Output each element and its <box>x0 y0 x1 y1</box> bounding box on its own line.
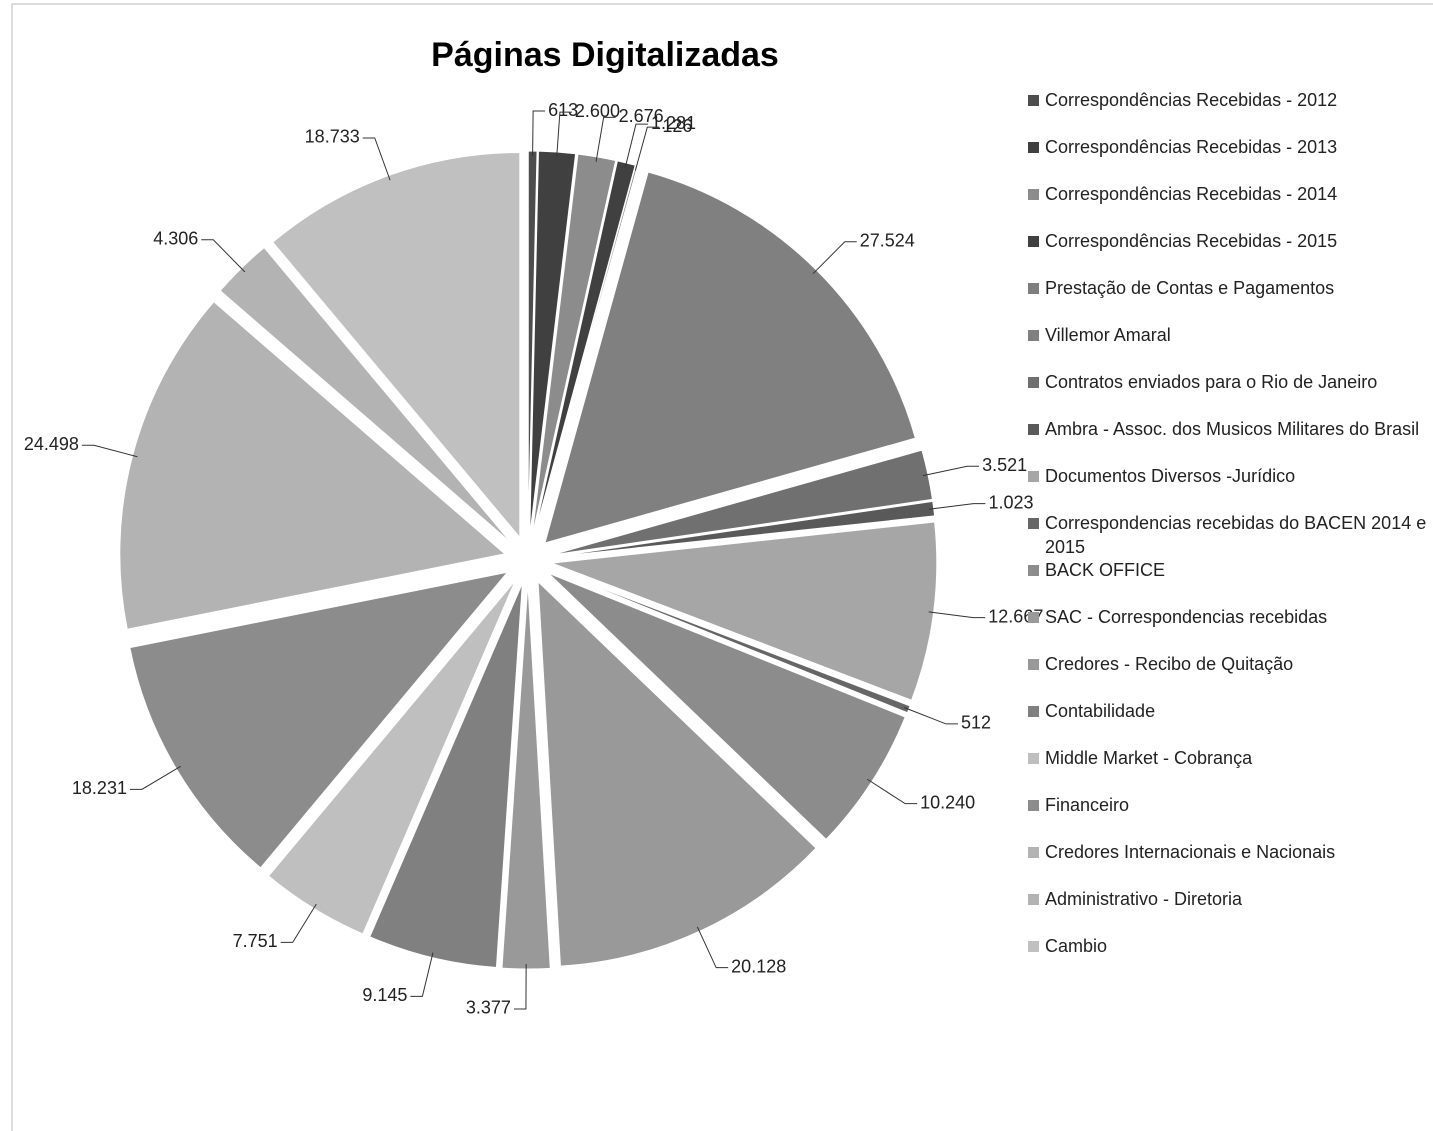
legend-label: Middle Market - Cobrança <box>1045 748 1253 768</box>
leader-line <box>280 903 317 943</box>
leader-line <box>362 137 391 181</box>
data-label: 7.751 <box>233 931 278 951</box>
data-label: 10.240 <box>920 792 975 812</box>
data-label: 20.128 <box>731 956 786 976</box>
legend-swatch <box>1028 518 1039 529</box>
legend-entry: Contratos enviados para o Rio de Janeiro <box>1028 370 1433 394</box>
frame <box>11 3 1433 1131</box>
legend-swatch <box>1028 659 1039 670</box>
legend-entry: Administrativo - Diretoria <box>1028 887 1433 911</box>
legend-label: Correspondências Recebidas - 2014 <box>1045 184 1338 204</box>
leader-line <box>556 111 572 158</box>
legend-entry: Contabilidade <box>1028 699 1433 723</box>
legend-entry: Correspondências Recebidas - 2012 <box>1028 88 1433 112</box>
legend-swatch <box>1028 377 1039 388</box>
leader-line <box>624 123 648 168</box>
legend-swatch <box>1028 95 1039 106</box>
legend-swatch <box>1028 330 1039 341</box>
legend-label: Financeiro <box>1045 795 1130 815</box>
legend-entry: Documentos Diversos -Jurídico <box>1028 464 1433 488</box>
legend-swatch <box>1028 142 1039 153</box>
legend-entry: Correspondências Recebidas - 2014 <box>1028 182 1433 206</box>
leader-line <box>513 963 527 1010</box>
data-label: 2.600 <box>575 101 620 121</box>
legend-entry: Correspondencias recebidas do BACEN 2014… <box>1028 511 1433 559</box>
legend-entry: Ambra - Assoc. dos Musicos Militares do … <box>1028 417 1433 441</box>
leader-line <box>532 110 546 157</box>
legend-swatch <box>1028 565 1039 576</box>
legend-label: Correspondências Recebidas - 2012 <box>1045 90 1338 110</box>
data-label: 24.498 <box>24 434 79 454</box>
leader-line <box>129 765 181 790</box>
legend-swatch <box>1028 753 1039 764</box>
legend-entry: Prestação de Contas e Pagamentos <box>1028 276 1433 300</box>
legend-swatch <box>1028 283 1039 294</box>
legend-label: Villemor Amaral <box>1045 325 1171 345</box>
data-label: 126 <box>662 116 692 136</box>
leader-line <box>922 465 980 477</box>
legend-entry: Middle Market - Cobrança <box>1028 746 1433 770</box>
chart-title: Páginas Digitalizadas <box>431 36 779 74</box>
legend-label: Prestação de Contas e Pagamentos <box>1045 278 1335 298</box>
legend-swatch <box>1028 800 1039 811</box>
legend-label: Credores - Recibo de Quitação <box>1045 654 1294 674</box>
legend-swatch <box>1028 706 1039 717</box>
legend-label: Cambio <box>1045 936 1108 956</box>
data-label: 1.023 <box>988 492 1033 512</box>
legend-entry: SAC - Correspondencias recebidas <box>1028 605 1433 629</box>
data-label: 613 <box>548 100 578 120</box>
leader-line <box>634 126 660 171</box>
legend-entry: Financeiro <box>1028 793 1433 817</box>
legend-entry: Correspondências Recebidas - 2015 <box>1028 229 1433 253</box>
legend-entry: Credores - Recibo de Quitação <box>1028 652 1433 676</box>
legend-label: SAC - Correspondencias recebidas <box>1045 607 1328 627</box>
legend-label: Contabilidade <box>1045 701 1156 721</box>
leader-line <box>928 611 986 619</box>
data-label: 18.231 <box>72 778 127 798</box>
legend-label: Correspondências Recebidas - 2015 <box>1045 231 1338 251</box>
leader-line <box>903 707 959 725</box>
legend-label: Correspondencias recebidas do BACEN 2014… <box>1045 513 1427 557</box>
legend-label: Documentos Diversos -Jurídico <box>1045 466 1296 486</box>
legend-label: Correspondências Recebidas - 2013 <box>1045 137 1338 157</box>
data-label: 9.145 <box>362 985 407 1005</box>
data-label: 18.733 <box>305 127 360 147</box>
legend-entry: BACK OFFICE <box>1028 558 1433 582</box>
data-label: 1.281 <box>651 113 696 133</box>
legend-swatch <box>1028 612 1039 623</box>
legend-entry: Cambio <box>1028 934 1433 958</box>
legend-entry: Credores Internacionais e Nacionais <box>1028 840 1433 864</box>
legend-entry: Villemor Amaral <box>1028 323 1433 347</box>
leader-line <box>201 239 246 273</box>
legend-label: Ambra - Assoc. dos Musicos Militares do … <box>1045 419 1420 439</box>
leader-line <box>595 116 616 162</box>
leader-line <box>928 503 986 510</box>
leader-line <box>696 926 729 969</box>
data-label: 2.676 <box>619 106 664 126</box>
legend-label: Contratos enviados para o Rio de Janeiro <box>1045 372 1378 392</box>
legend-label: BACK OFFICE <box>1045 560 1166 580</box>
legend-swatch <box>1028 941 1039 952</box>
legend-entry: Correspondências Recebidas - 2013 <box>1028 135 1433 159</box>
leader-line <box>812 241 857 275</box>
legend-swatch <box>1028 189 1039 200</box>
leader-line <box>410 952 434 997</box>
legend-swatch <box>1028 847 1039 858</box>
data-label: 4.306 <box>153 229 198 249</box>
data-label: 27.524 <box>860 231 915 251</box>
leader-line <box>81 444 138 458</box>
legend-swatch <box>1028 471 1039 482</box>
data-label: 3.521 <box>982 455 1027 475</box>
legend-swatch <box>1028 236 1039 247</box>
legend-swatch <box>1028 424 1039 435</box>
data-label: 3.377 <box>466 998 511 1018</box>
legend-label: Credores Internacionais e Nacionais <box>1045 842 1336 862</box>
legend-label: Administrativo - Diretoria <box>1045 889 1243 909</box>
leader-line <box>867 778 918 805</box>
legend-swatch <box>1028 894 1039 905</box>
data-label: 512 <box>961 713 991 733</box>
